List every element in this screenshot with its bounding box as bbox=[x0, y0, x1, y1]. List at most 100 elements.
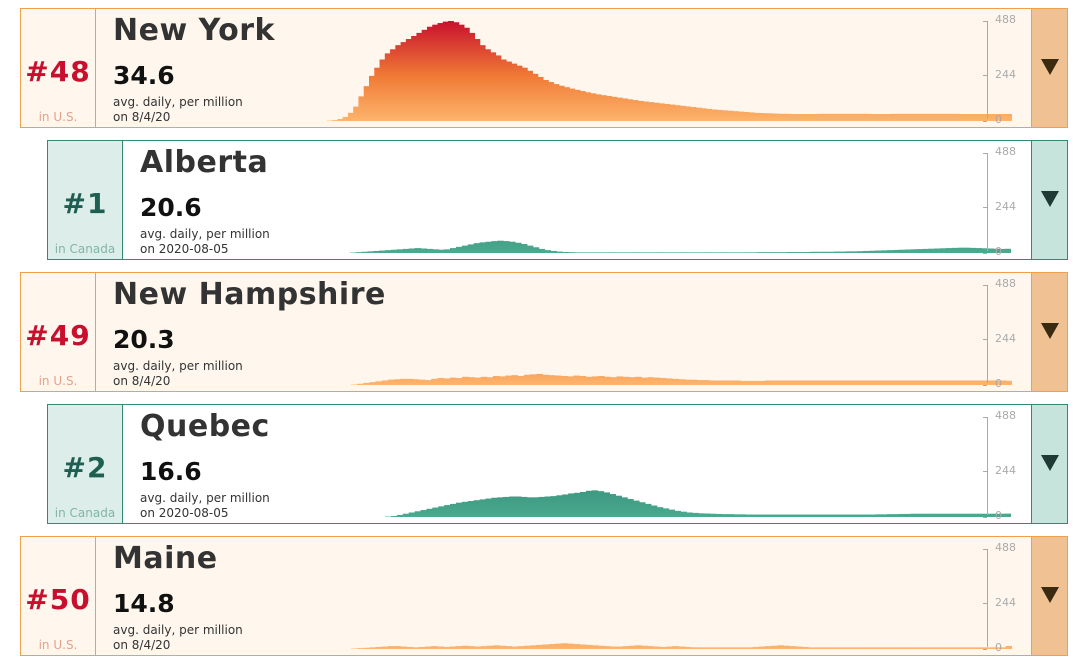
area-bar bbox=[544, 496, 552, 517]
area-bar bbox=[919, 380, 927, 385]
area-bar bbox=[928, 248, 935, 253]
area-bar bbox=[777, 645, 784, 649]
area-bar bbox=[421, 29, 428, 122]
area-bar bbox=[458, 24, 465, 121]
area-bar bbox=[356, 648, 364, 649]
area-bar bbox=[480, 646, 488, 649]
expand-button[interactable] bbox=[1031, 9, 1067, 127]
area-bar bbox=[715, 380, 723, 385]
triangle-down-icon bbox=[1041, 59, 1059, 75]
area-bar bbox=[764, 646, 772, 649]
region-name: Maine bbox=[113, 541, 218, 576]
area-bar bbox=[727, 380, 735, 385]
region-card: #49 in U.S. New Hampshire 20.3 avg. dail… bbox=[20, 272, 1068, 392]
area-bar bbox=[523, 374, 531, 385]
expand-button[interactable] bbox=[1031, 537, 1067, 655]
area-bar bbox=[880, 114, 887, 121]
area-bar bbox=[752, 646, 760, 649]
area-bar bbox=[432, 24, 439, 121]
area-bar bbox=[610, 646, 618, 649]
area-bar bbox=[627, 99, 634, 121]
area-bar bbox=[740, 647, 747, 649]
area-bar bbox=[826, 380, 834, 385]
area-bar bbox=[544, 250, 552, 253]
area-bar bbox=[1005, 380, 1012, 385]
area-bar bbox=[845, 647, 852, 649]
area-bar bbox=[468, 646, 475, 649]
area-bar bbox=[887, 514, 894, 517]
area-bar bbox=[680, 511, 687, 517]
area-bar bbox=[863, 380, 871, 385]
area-bar bbox=[538, 248, 546, 253]
area-bar bbox=[573, 644, 581, 649]
area-bar bbox=[956, 647, 964, 649]
expand-button[interactable] bbox=[1031, 405, 1067, 523]
area-bar bbox=[585, 252, 593, 253]
area-bar bbox=[910, 513, 918, 517]
area-bar bbox=[628, 377, 636, 385]
area-bar bbox=[727, 110, 734, 121]
area-bar bbox=[993, 380, 1001, 385]
area-bar bbox=[999, 248, 1006, 253]
area-bar bbox=[987, 248, 994, 253]
area-bar bbox=[503, 496, 510, 517]
expand-button[interactable] bbox=[1031, 273, 1067, 391]
expand-button[interactable] bbox=[1031, 141, 1067, 259]
area-bar bbox=[437, 378, 445, 385]
area-bar bbox=[887, 250, 894, 253]
area-bar bbox=[450, 503, 457, 517]
area-bar bbox=[882, 380, 890, 385]
area-bar bbox=[885, 114, 892, 121]
area-bar bbox=[980, 114, 987, 121]
area-bar bbox=[437, 646, 445, 649]
area-bar bbox=[394, 379, 401, 385]
area-bar bbox=[656, 252, 664, 253]
area-bar bbox=[556, 495, 563, 517]
area-bar bbox=[550, 496, 557, 517]
rank-panel: #1 in Canada bbox=[48, 141, 123, 259]
y-tick-label: 0 bbox=[995, 113, 1002, 126]
area-bar bbox=[954, 113, 960, 121]
area-chart bbox=[326, 21, 1012, 122]
area-bar bbox=[455, 246, 463, 253]
area-bar bbox=[455, 646, 463, 649]
area-bar bbox=[838, 380, 846, 385]
area-bar bbox=[981, 380, 988, 385]
area-bar bbox=[353, 106, 360, 121]
area-bar bbox=[627, 252, 634, 253]
area-bar bbox=[904, 249, 912, 253]
rank-value: #2 bbox=[62, 451, 108, 484]
area-bar bbox=[969, 247, 977, 253]
area-bar bbox=[814, 647, 822, 649]
area-bar bbox=[548, 375, 556, 385]
area-bar bbox=[548, 644, 556, 649]
area-bar bbox=[532, 497, 540, 517]
area-bar bbox=[495, 55, 502, 121]
y-tick-label: 244 bbox=[995, 200, 1016, 213]
area-bar bbox=[600, 95, 607, 121]
area-bar bbox=[732, 111, 739, 121]
area-bar bbox=[922, 513, 929, 517]
y-tick-label: 244 bbox=[995, 464, 1016, 477]
area-bar bbox=[1006, 113, 1012, 121]
area-bar bbox=[562, 494, 569, 517]
area-bar bbox=[567, 643, 574, 649]
area-bar bbox=[932, 113, 939, 121]
area-bar bbox=[752, 380, 760, 385]
area-bar bbox=[711, 109, 718, 121]
area-bar bbox=[659, 646, 667, 649]
area-bar bbox=[993, 513, 1000, 517]
date-label: on 8/4/20 bbox=[113, 110, 171, 124]
area-bar bbox=[585, 644, 593, 649]
area-bar bbox=[467, 244, 475, 253]
y-axis: 488 244 0 bbox=[983, 9, 1025, 127]
area-bar bbox=[610, 377, 618, 385]
area-bar bbox=[937, 380, 945, 385]
area-bar bbox=[444, 505, 451, 517]
area-bar bbox=[892, 514, 900, 517]
area-bar bbox=[876, 647, 883, 649]
area-bar bbox=[816, 251, 823, 253]
area-bar bbox=[876, 380, 883, 385]
area-bar bbox=[503, 241, 510, 253]
area-bar bbox=[816, 514, 823, 517]
